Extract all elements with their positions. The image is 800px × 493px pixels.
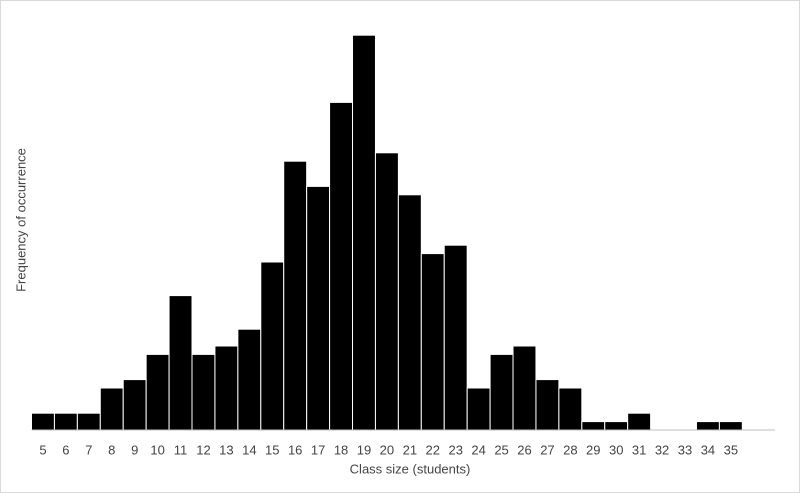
x-tick-label: 30 [609,442,623,457]
bar [466,387,491,431]
x-tick-label: 18 [334,442,348,457]
x-tick-label: 20 [380,442,394,457]
x-tick-label: 33 [678,442,692,457]
x-tick-label: 17 [311,442,325,457]
bar [604,421,629,431]
x-tick-label: 29 [586,442,600,457]
x-tick-label: 22 [426,442,440,457]
x-tick-label: 24 [471,442,485,457]
bar [168,295,193,431]
bar [329,101,354,431]
bar [581,421,606,431]
bar [489,353,514,431]
bar [306,185,331,431]
y-axis-title: Frequency of occurrence [13,148,28,292]
bar [627,412,652,431]
bar [237,328,262,431]
x-tick-label: 11 [174,442,188,457]
x-tick-label: 16 [288,442,302,457]
x-tick-label: 28 [563,442,577,457]
x-axis-title: Class size (students) [350,461,471,476]
x-tick-label: 5 [39,442,46,457]
x-tick-label: 14 [242,442,256,457]
x-tick-label: 19 [357,442,371,457]
bar [374,152,399,431]
bar [558,387,583,431]
bar [99,387,124,431]
bar [443,244,468,431]
x-tick-label: 13 [219,442,233,457]
x-tick-label: 8 [108,442,115,457]
bar [397,194,422,431]
x-tick-label: 23 [448,442,462,457]
bar [718,421,743,431]
bar [31,412,55,431]
x-tick-label: 6 [62,442,69,457]
bar [76,412,101,431]
x-tick-label: 34 [701,442,715,457]
bar [420,253,445,431]
bar [145,353,170,431]
bar [260,261,285,431]
bar [283,160,308,431]
bar [352,34,376,431]
bar [214,345,239,431]
x-tick-label: 27 [540,442,554,457]
bar [512,345,537,431]
bar [191,353,216,431]
x-tick-label: 25 [494,442,508,457]
x-tick-label: 31 [632,442,646,457]
bar [122,379,147,431]
x-tick-label: 12 [196,442,210,457]
bar [535,379,560,431]
x-tick-label: 10 [150,442,164,457]
x-tick-label: 9 [131,442,138,457]
x-tick-label: 7 [85,442,92,457]
bar [53,412,78,431]
x-tick-label: 21 [403,442,417,457]
x-tick-label: 32 [655,442,669,457]
x-tick-label: 26 [517,442,531,457]
bar [695,421,720,431]
x-tick-label: 35 [724,442,738,457]
x-tick-label: 15 [265,442,279,457]
